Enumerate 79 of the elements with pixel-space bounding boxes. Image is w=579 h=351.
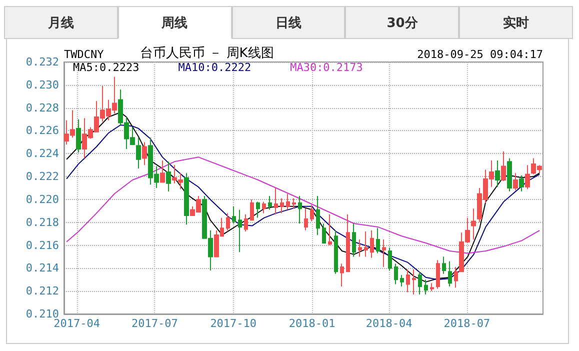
candlestick — [268, 196, 272, 210]
text: MA10:0.2222 — [178, 61, 252, 74]
candlestick — [160, 160, 165, 183]
candlestick — [250, 198, 254, 221]
candlestick — [262, 201, 266, 214]
candlestick — [376, 228, 380, 254]
candlestick — [286, 193, 290, 210]
candlestick — [519, 174, 524, 192]
line-series — [66, 156, 540, 254]
candlestick — [388, 247, 392, 271]
candlestick — [334, 230, 338, 274]
y-tick-label: 0.218 — [26, 216, 59, 229]
y-tick-label: 0.230 — [26, 78, 59, 92]
candlestick — [256, 201, 260, 218]
candlestick — [495, 160, 500, 188]
candlestick — [412, 268, 416, 296]
y-tick-label: 0.226 — [26, 124, 59, 138]
text: 2018-09-25 09:04:17 — [417, 48, 544, 61]
x-tick-label: 2017-07 — [131, 317, 178, 330]
candlestick — [507, 158, 512, 192]
candlestick — [274, 188, 278, 215]
y-tick-label: 0.228 — [26, 101, 59, 114]
candlestick — [328, 214, 332, 246]
candlestick — [310, 204, 314, 222]
candlestick — [400, 274, 404, 288]
candlestick — [448, 260, 452, 288]
candlestick — [525, 164, 530, 190]
candlestick — [340, 263, 344, 288]
y-tick-label: 0.220 — [26, 192, 59, 206]
candlestick — [238, 209, 242, 253]
text: 30分 — [345, 6, 460, 39]
candlestick — [370, 230, 374, 258]
text: MA30:0.2173 — [290, 61, 363, 74]
candlestick — [430, 282, 434, 292]
candlestick — [358, 239, 362, 258]
candlestick — [394, 263, 398, 285]
candlestick — [352, 223, 356, 258]
candlestick — [364, 231, 368, 258]
candlestick — [316, 196, 320, 236]
candlestick — [418, 271, 422, 296]
text: 周线 — [118, 6, 232, 39]
x-tick-label: 2018-04 — [366, 317, 413, 330]
candlestick — [304, 208, 308, 231]
chart-title: 台币人民币 － 周K线图 — [140, 46, 274, 61]
candlestick — [513, 172, 518, 191]
candlestick — [436, 260, 440, 290]
candlestick — [76, 118, 81, 153]
candlestick — [244, 214, 248, 232]
candlestick — [166, 161, 171, 192]
candlestick — [136, 137, 141, 170]
y-tick-label: 0.212 — [26, 284, 59, 298]
x-tick-label: 2018-07 — [444, 317, 490, 330]
text: 实时 — [459, 6, 573, 39]
y-tick-label: 0.224 — [26, 147, 60, 160]
candlestick — [424, 279, 428, 296]
x-tick-label: 2017-10 — [210, 317, 257, 330]
candlestick — [292, 198, 296, 210]
candlestick — [346, 214, 350, 272]
chart-subtitle: TWDCNY — [64, 48, 104, 61]
candlestick — [406, 268, 410, 293]
candlestick — [442, 256, 446, 274]
candlestick — [322, 223, 326, 244]
candlestick — [232, 206, 236, 224]
y-tick-label: 0.232 — [26, 56, 59, 68]
x-tick-label: 2018-01 — [288, 317, 336, 330]
y-tick-label: 0.214 — [26, 262, 60, 275]
candlestick — [280, 198, 284, 214]
y-tick-label: 0.222 — [26, 170, 59, 184]
candlestick — [298, 196, 302, 224]
candlestick — [501, 150, 506, 182]
y-tick-label: 0.216 — [26, 238, 59, 252]
candlestick — [471, 208, 476, 240]
text: 月线 — [4, 6, 118, 39]
text: 日线 — [232, 6, 346, 39]
candlestick — [142, 142, 147, 166]
candlestick — [184, 172, 189, 226]
candlestick — [382, 239, 386, 268]
candlestick — [226, 212, 230, 231]
text: MA5:0.2223 — [73, 61, 140, 74]
